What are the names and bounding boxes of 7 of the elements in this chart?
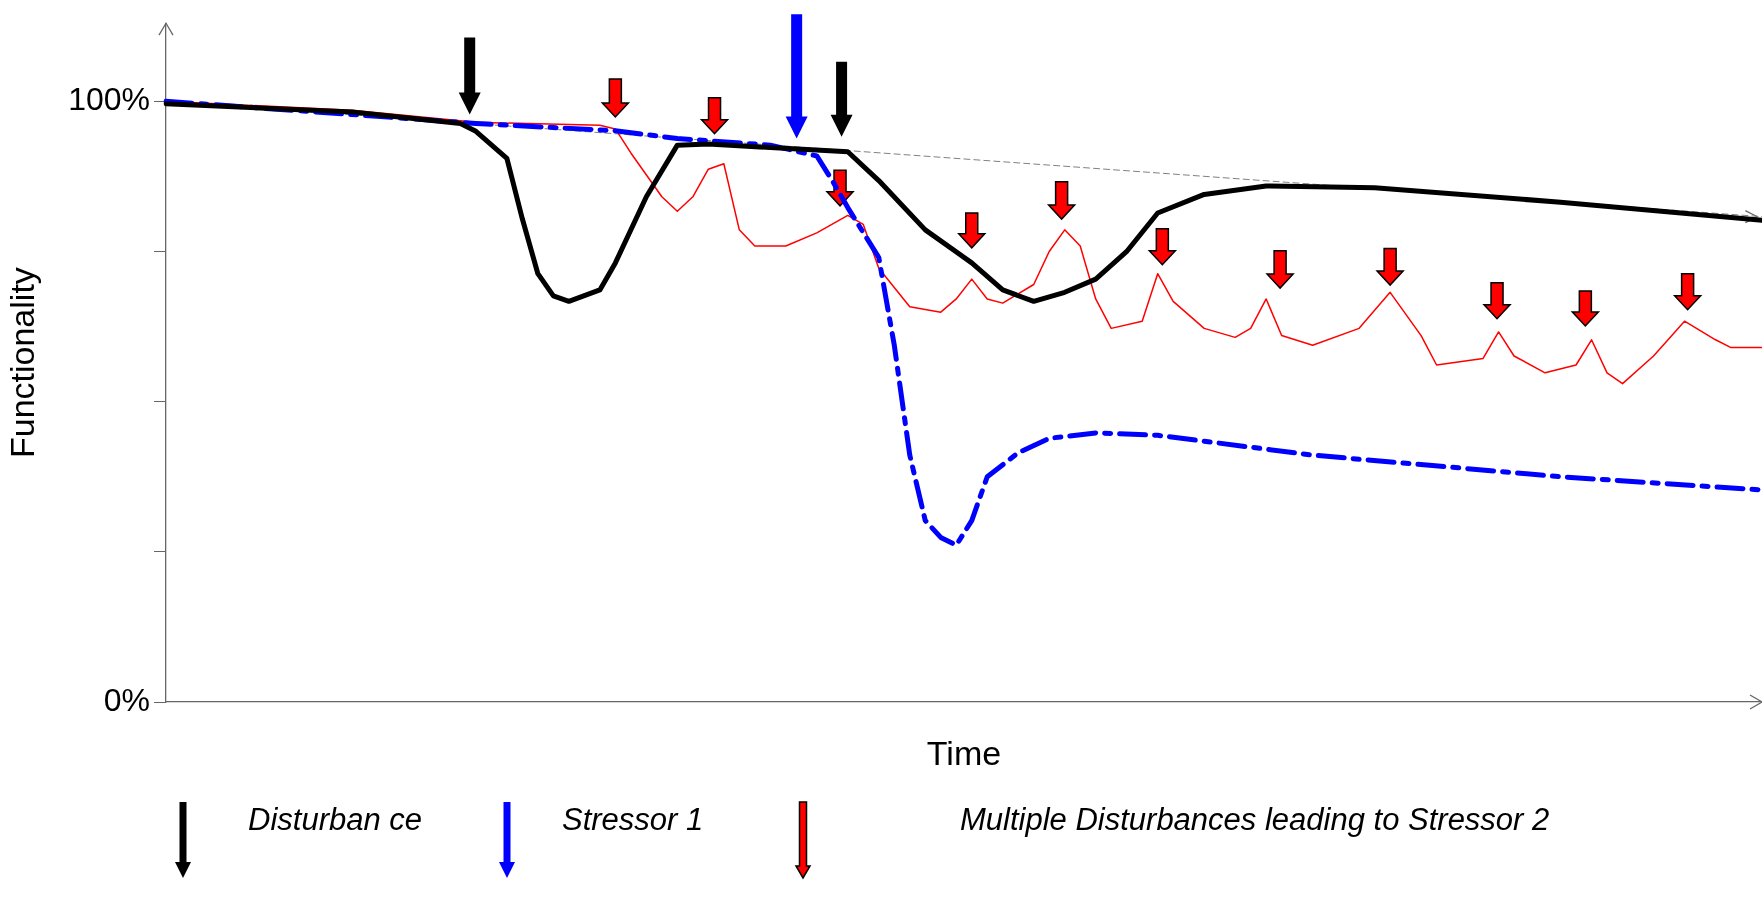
- y-axis-title: Functionality: [2, 267, 41, 459]
- text: Disturban ce: [248, 801, 423, 839]
- x-axis-title: Time: [926, 733, 1002, 772]
- text: Stressor 1: [562, 801, 705, 839]
- text: Multiple Disturbances leading to Stressor 2: [960, 801, 1551, 839]
- y-tick-label: 0%: [103, 681, 150, 718]
- y-tick-label: 100%: [68, 81, 150, 118]
